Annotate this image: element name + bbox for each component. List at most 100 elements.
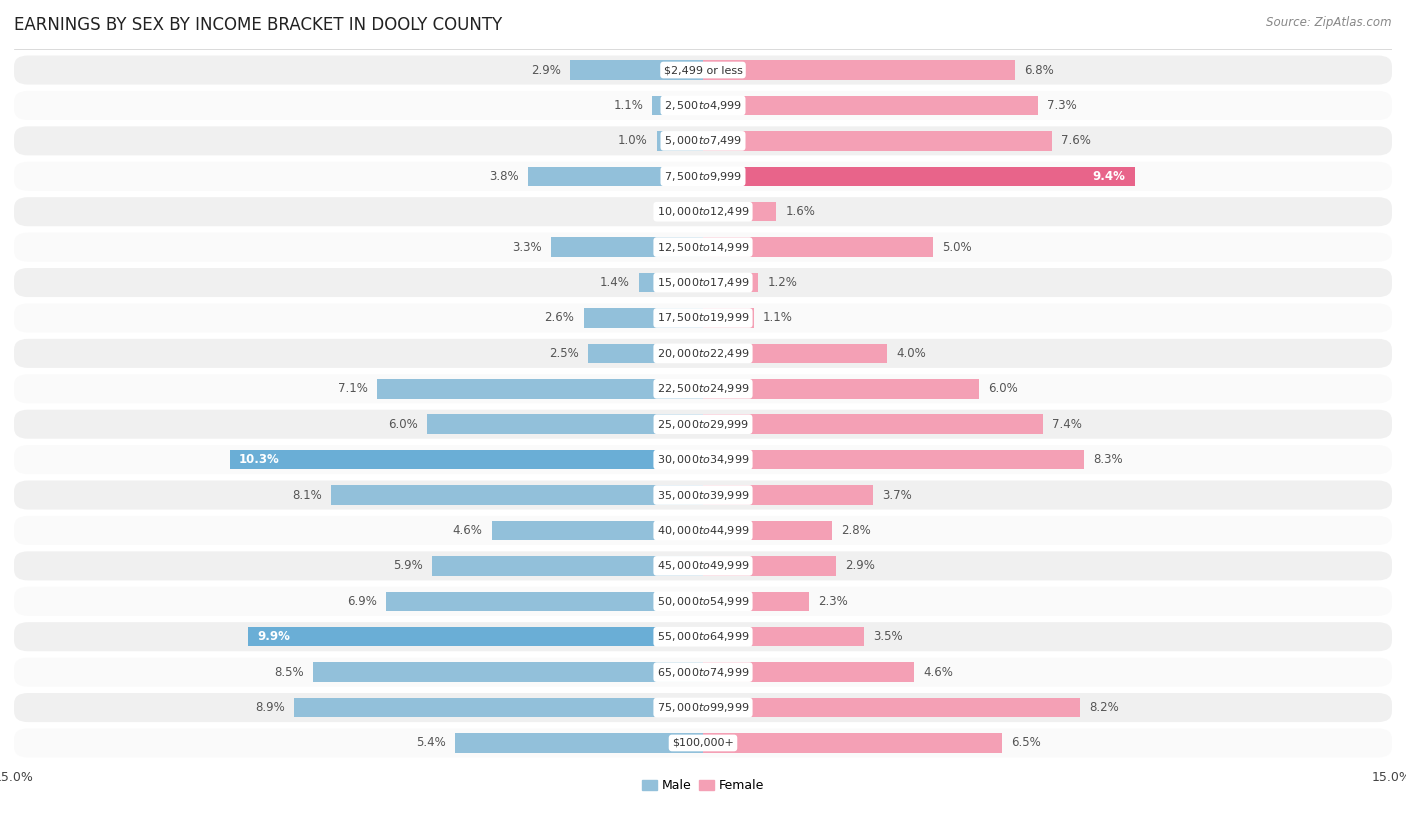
Bar <box>432 556 703 576</box>
Bar <box>703 698 1080 717</box>
FancyBboxPatch shape <box>14 480 1392 510</box>
Bar <box>703 379 979 398</box>
Bar <box>551 237 703 257</box>
Text: 6.0%: 6.0% <box>988 382 1018 395</box>
Text: $35,000 to $39,999: $35,000 to $39,999 <box>657 489 749 502</box>
Text: 5.0%: 5.0% <box>942 241 972 254</box>
Text: $22,500 to $24,999: $22,500 to $24,999 <box>657 382 749 395</box>
Text: 6.9%: 6.9% <box>347 595 377 608</box>
Bar <box>703 237 932 257</box>
Text: 6.5%: 6.5% <box>1011 737 1040 750</box>
FancyBboxPatch shape <box>14 198 1392 226</box>
FancyBboxPatch shape <box>14 551 1392 580</box>
Bar <box>703 131 1052 150</box>
Text: $5,000 to $7,499: $5,000 to $7,499 <box>664 134 742 147</box>
Bar <box>231 450 703 469</box>
Bar <box>387 592 703 611</box>
Text: $7,500 to $9,999: $7,500 to $9,999 <box>664 170 742 183</box>
Bar <box>529 167 703 186</box>
Text: $75,000 to $99,999: $75,000 to $99,999 <box>657 701 749 714</box>
Bar <box>703 520 831 540</box>
Text: 4.6%: 4.6% <box>453 524 482 537</box>
Bar <box>703 60 1015 80</box>
Bar <box>703 485 873 505</box>
Text: 2.9%: 2.9% <box>530 63 561 76</box>
Text: 6.0%: 6.0% <box>388 418 418 431</box>
Text: 6.8%: 6.8% <box>1025 63 1054 76</box>
Text: 1.4%: 1.4% <box>599 276 630 289</box>
Text: $30,000 to $34,999: $30,000 to $34,999 <box>657 453 749 466</box>
Text: 1.2%: 1.2% <box>768 276 797 289</box>
Text: 2.8%: 2.8% <box>841 524 870 537</box>
Bar <box>703 556 837 576</box>
Bar <box>703 202 776 221</box>
Bar <box>377 379 703 398</box>
Text: 4.6%: 4.6% <box>924 666 953 679</box>
Text: $40,000 to $44,999: $40,000 to $44,999 <box>657 524 749 537</box>
Bar <box>427 415 703 434</box>
Text: $100,000+: $100,000+ <box>672 738 734 748</box>
FancyBboxPatch shape <box>14 658 1392 687</box>
Text: $55,000 to $64,999: $55,000 to $64,999 <box>657 630 749 643</box>
Legend: Male, Female: Male, Female <box>637 774 769 798</box>
FancyBboxPatch shape <box>14 91 1392 120</box>
Text: $65,000 to $74,999: $65,000 to $74,999 <box>657 666 749 679</box>
Text: $10,000 to $12,499: $10,000 to $12,499 <box>657 205 749 218</box>
Text: $25,000 to $29,999: $25,000 to $29,999 <box>657 418 749 431</box>
Text: $17,500 to $19,999: $17,500 to $19,999 <box>657 311 749 324</box>
Bar <box>456 733 703 753</box>
FancyBboxPatch shape <box>14 445 1392 474</box>
Text: $50,000 to $54,999: $50,000 to $54,999 <box>657 595 749 608</box>
FancyBboxPatch shape <box>14 303 1392 333</box>
Text: 8.1%: 8.1% <box>292 489 322 502</box>
Bar <box>588 344 703 363</box>
Bar <box>330 485 703 505</box>
Text: 2.5%: 2.5% <box>550 347 579 360</box>
Bar <box>249 627 703 646</box>
Text: 8.3%: 8.3% <box>1094 453 1123 466</box>
FancyBboxPatch shape <box>14 728 1392 758</box>
Text: 3.3%: 3.3% <box>513 241 543 254</box>
Text: 1.0%: 1.0% <box>619 134 648 147</box>
Bar <box>492 520 703 540</box>
FancyBboxPatch shape <box>14 587 1392 615</box>
Bar <box>703 592 808 611</box>
Text: 8.9%: 8.9% <box>256 701 285 714</box>
Text: 4.0%: 4.0% <box>896 347 925 360</box>
Text: $2,499 or less: $2,499 or less <box>664 65 742 75</box>
Text: 2.3%: 2.3% <box>818 595 848 608</box>
Text: 5.9%: 5.9% <box>394 559 423 572</box>
Text: $45,000 to $49,999: $45,000 to $49,999 <box>657 559 749 572</box>
Bar <box>294 698 703 717</box>
Text: $2,500 to $4,999: $2,500 to $4,999 <box>664 99 742 112</box>
FancyBboxPatch shape <box>14 126 1392 155</box>
Text: EARNINGS BY SEX BY INCOME BRACKET IN DOOLY COUNTY: EARNINGS BY SEX BY INCOME BRACKET IN DOO… <box>14 16 502 34</box>
Text: 1.1%: 1.1% <box>613 99 644 112</box>
Text: 2.9%: 2.9% <box>845 559 876 572</box>
Text: 7.6%: 7.6% <box>1062 134 1091 147</box>
Text: 7.1%: 7.1% <box>337 382 368 395</box>
FancyBboxPatch shape <box>14 268 1392 297</box>
Text: 8.2%: 8.2% <box>1088 701 1119 714</box>
FancyBboxPatch shape <box>14 233 1392 262</box>
Bar <box>652 96 703 115</box>
Bar <box>638 273 703 293</box>
Text: Source: ZipAtlas.com: Source: ZipAtlas.com <box>1267 16 1392 29</box>
Bar <box>703 308 754 328</box>
Text: 9.9%: 9.9% <box>257 630 291 643</box>
Bar <box>703 733 1001 753</box>
FancyBboxPatch shape <box>14 374 1392 403</box>
FancyBboxPatch shape <box>14 55 1392 85</box>
Bar <box>703 96 1038 115</box>
Bar <box>703 273 758 293</box>
FancyBboxPatch shape <box>14 339 1392 368</box>
Bar <box>657 131 703 150</box>
Text: 1.6%: 1.6% <box>786 205 815 218</box>
Text: 3.8%: 3.8% <box>489 170 519 183</box>
Text: 10.3%: 10.3% <box>239 453 280 466</box>
Text: 3.5%: 3.5% <box>873 630 903 643</box>
Text: 5.4%: 5.4% <box>416 737 446 750</box>
Text: 7.4%: 7.4% <box>1052 418 1083 431</box>
Bar <box>703 167 1135 186</box>
Text: $15,000 to $17,499: $15,000 to $17,499 <box>657 276 749 289</box>
